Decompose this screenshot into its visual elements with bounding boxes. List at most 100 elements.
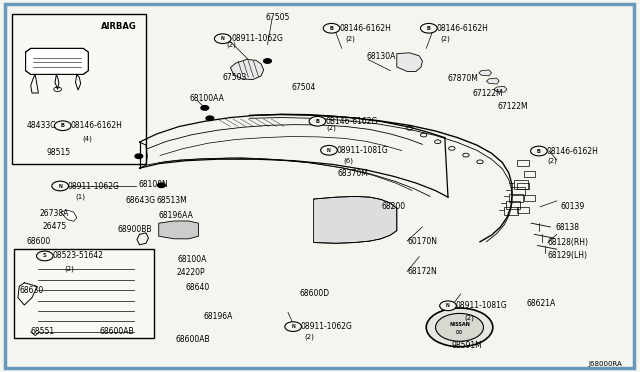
Text: 68900BB: 68900BB: [117, 225, 152, 234]
Polygon shape: [486, 78, 499, 84]
Circle shape: [440, 301, 456, 311]
Text: 68640: 68640: [186, 283, 210, 292]
Circle shape: [264, 59, 271, 63]
Circle shape: [321, 145, 337, 155]
Text: (4): (4): [82, 136, 92, 142]
Bar: [524, 171, 535, 177]
Text: 68172N: 68172N: [407, 267, 436, 276]
Circle shape: [285, 322, 301, 331]
Text: 68600: 68600: [27, 237, 51, 246]
Polygon shape: [494, 86, 507, 92]
Text: 24220P: 24220P: [177, 268, 205, 277]
Bar: [524, 195, 535, 201]
Text: 98515: 98515: [46, 148, 70, 157]
Text: 60170N: 60170N: [407, 237, 437, 246]
Text: 98591M: 98591M: [452, 341, 483, 350]
Circle shape: [309, 116, 326, 126]
Text: (2): (2): [326, 125, 336, 131]
Text: B: B: [427, 26, 431, 31]
Text: 08911-1062G: 08911-1062G: [68, 182, 120, 190]
Text: (2): (2): [346, 35, 355, 42]
Circle shape: [54, 121, 71, 131]
Polygon shape: [479, 70, 492, 76]
Bar: [504, 207, 518, 215]
Text: 08146-6162H: 08146-6162H: [436, 24, 488, 33]
Text: N: N: [327, 148, 331, 153]
Circle shape: [157, 183, 165, 187]
Text: B: B: [537, 148, 541, 154]
Polygon shape: [314, 196, 397, 243]
Text: 68129(LH): 68129(LH): [548, 251, 588, 260]
Text: S: S: [43, 253, 47, 259]
Text: 48433C: 48433C: [27, 121, 56, 130]
Text: 68600AB: 68600AB: [176, 335, 211, 344]
Polygon shape: [397, 53, 422, 71]
Text: 68196AA: 68196AA: [159, 211, 193, 219]
Text: 08146-6162H: 08146-6162H: [547, 147, 598, 155]
Text: N: N: [446, 303, 450, 308]
Text: 08911-1062G: 08911-1062G: [232, 34, 284, 43]
Text: 67505: 67505: [266, 13, 290, 22]
Text: 68100A: 68100A: [178, 255, 207, 264]
Text: B: B: [61, 123, 65, 128]
Bar: [509, 194, 523, 202]
Bar: [517, 207, 529, 213]
Text: J68000RA: J68000RA: [589, 361, 623, 367]
Text: AIRBAG: AIRBAG: [101, 22, 137, 31]
Text: 08146-6162H: 08146-6162H: [339, 24, 391, 33]
Text: B: B: [316, 119, 319, 124]
Text: 67504: 67504: [292, 83, 316, 92]
Bar: [517, 183, 529, 189]
Text: 08523-51642: 08523-51642: [52, 251, 104, 260]
Text: 67503: 67503: [223, 73, 247, 82]
Text: 68138: 68138: [556, 223, 580, 232]
Text: (2): (2): [440, 35, 450, 42]
Circle shape: [420, 23, 437, 33]
Text: 26475: 26475: [42, 222, 67, 231]
Text: 68370M: 68370M: [338, 169, 369, 178]
Circle shape: [214, 34, 231, 44]
Bar: [514, 180, 528, 189]
Text: 68130A: 68130A: [366, 52, 396, 61]
Text: 67122M: 67122M: [472, 89, 503, 98]
Text: (2): (2): [305, 334, 314, 340]
Circle shape: [531, 146, 547, 156]
Text: (2): (2): [227, 41, 236, 48]
Text: 60139: 60139: [561, 202, 585, 211]
Text: 68513M: 68513M: [156, 196, 187, 205]
Polygon shape: [230, 60, 264, 80]
Circle shape: [135, 154, 143, 158]
Circle shape: [426, 308, 493, 347]
Text: 68100AA: 68100AA: [189, 94, 224, 103]
Polygon shape: [159, 221, 198, 239]
Text: 68200: 68200: [381, 202, 406, 211]
Circle shape: [206, 116, 214, 121]
Text: 68128(RH): 68128(RH): [548, 238, 589, 247]
Text: 08146-6162H: 08146-6162H: [70, 121, 122, 130]
Text: 08911-1062G: 08911-1062G: [301, 322, 353, 331]
Text: N: N: [291, 324, 295, 329]
Text: 68551: 68551: [31, 327, 55, 336]
Circle shape: [436, 314, 483, 341]
Circle shape: [52, 181, 68, 191]
Bar: [14, 249, 154, 338]
Text: 08911-1081G: 08911-1081G: [337, 146, 388, 155]
Circle shape: [323, 23, 340, 33]
Bar: [517, 160, 529, 166]
Text: 68600AB: 68600AB: [99, 327, 134, 336]
Circle shape: [201, 106, 209, 110]
Text: 67870M: 67870M: [448, 74, 479, 83]
Text: 26738A: 26738A: [40, 209, 69, 218]
Text: 68108N: 68108N: [138, 180, 168, 189]
Text: B: B: [330, 26, 333, 31]
Text: 68630: 68630: [19, 286, 44, 295]
Polygon shape: [61, 210, 77, 221]
Text: 68643G: 68643G: [125, 196, 156, 205]
Text: 68600D: 68600D: [300, 289, 330, 298]
Text: N: N: [221, 36, 225, 41]
Text: NISSAN: NISSAN: [449, 322, 470, 327]
Text: 0B146-6162G: 0B146-6162G: [325, 117, 378, 126]
Text: (2): (2): [465, 314, 474, 321]
Polygon shape: [26, 48, 88, 74]
Bar: [506, 201, 520, 209]
